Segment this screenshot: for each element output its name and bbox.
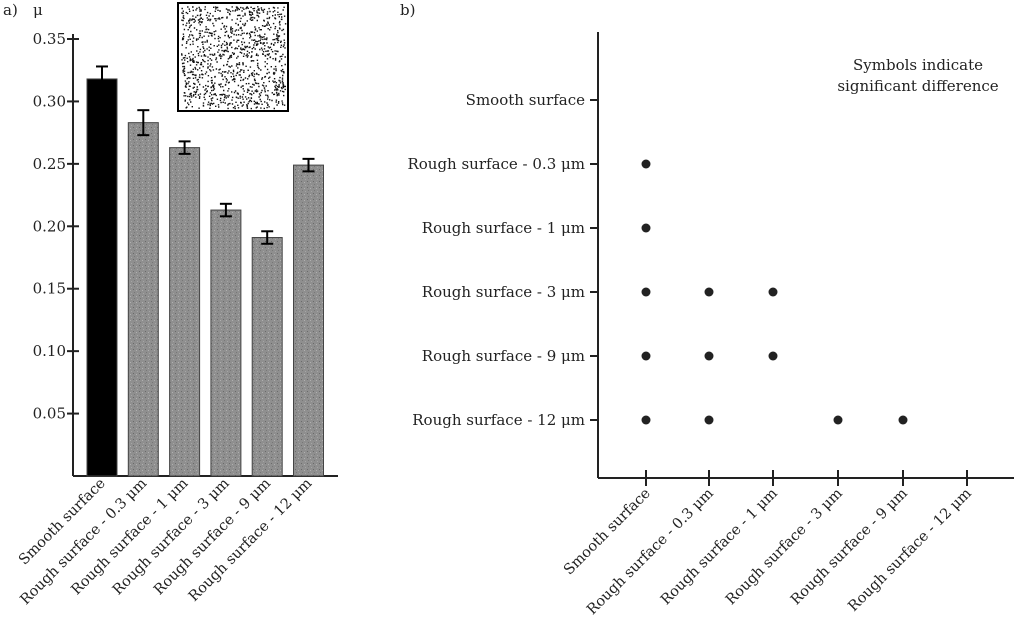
y-tick-label: 0.05	[33, 405, 66, 423]
col-label: Rough surface - 9 μm	[788, 485, 911, 608]
significance-dot	[641, 351, 651, 361]
col-label: Rough surface - 3 μm	[723, 485, 846, 608]
panel-b-tag: b)	[400, 1, 415, 19]
bar	[86, 78, 118, 477]
note-line-1: Symbols indicate	[853, 56, 983, 74]
y-tick-label: 0.35	[33, 30, 66, 48]
note-line-2: significant difference	[837, 77, 998, 95]
col-label: Rough surface - 1 μm	[658, 485, 781, 608]
significance-dot	[704, 287, 714, 297]
bar	[169, 147, 201, 477]
y-tick-label: 0.25	[33, 155, 66, 173]
inset-speckles	[181, 6, 287, 110]
y-tick-label: 0.30	[33, 92, 66, 110]
row-label: Smooth surface	[466, 91, 585, 109]
y-tick-label: 0.10	[33, 342, 66, 360]
y-axis-label: μ	[33, 1, 43, 19]
significance-dot	[641, 223, 651, 233]
bar	[210, 209, 242, 477]
panel-a-tag: a)	[3, 1, 18, 19]
bar	[293, 164, 324, 477]
y-tick-label: 0.15	[33, 280, 66, 298]
row-label: Rough surface - 0.3 μm	[407, 155, 585, 173]
row-label: Rough surface - 1 μm	[422, 219, 585, 237]
significance-dot	[641, 415, 651, 425]
significance-dot	[898, 415, 908, 425]
significance-dot	[704, 351, 714, 361]
y-tick-label: 0.20	[33, 217, 66, 235]
bar	[251, 237, 283, 477]
significance-dot	[641, 159, 651, 169]
surface-texture-inset	[177, 2, 289, 112]
row-label: Rough surface - 3 μm	[422, 283, 585, 301]
bar	[127, 122, 159, 477]
col-label: Rough surface - 12 μm	[845, 485, 975, 615]
col-label: Rough surface - 0.3 μm	[584, 485, 717, 618]
significance-dot	[768, 351, 778, 361]
significance-dot	[768, 287, 778, 297]
row-label: Rough surface - 12 μm	[412, 411, 585, 429]
significance-dot	[833, 415, 843, 425]
significance-dot	[704, 415, 714, 425]
row-label: Rough surface - 9 μm	[422, 347, 585, 365]
significance-dot	[641, 287, 651, 297]
